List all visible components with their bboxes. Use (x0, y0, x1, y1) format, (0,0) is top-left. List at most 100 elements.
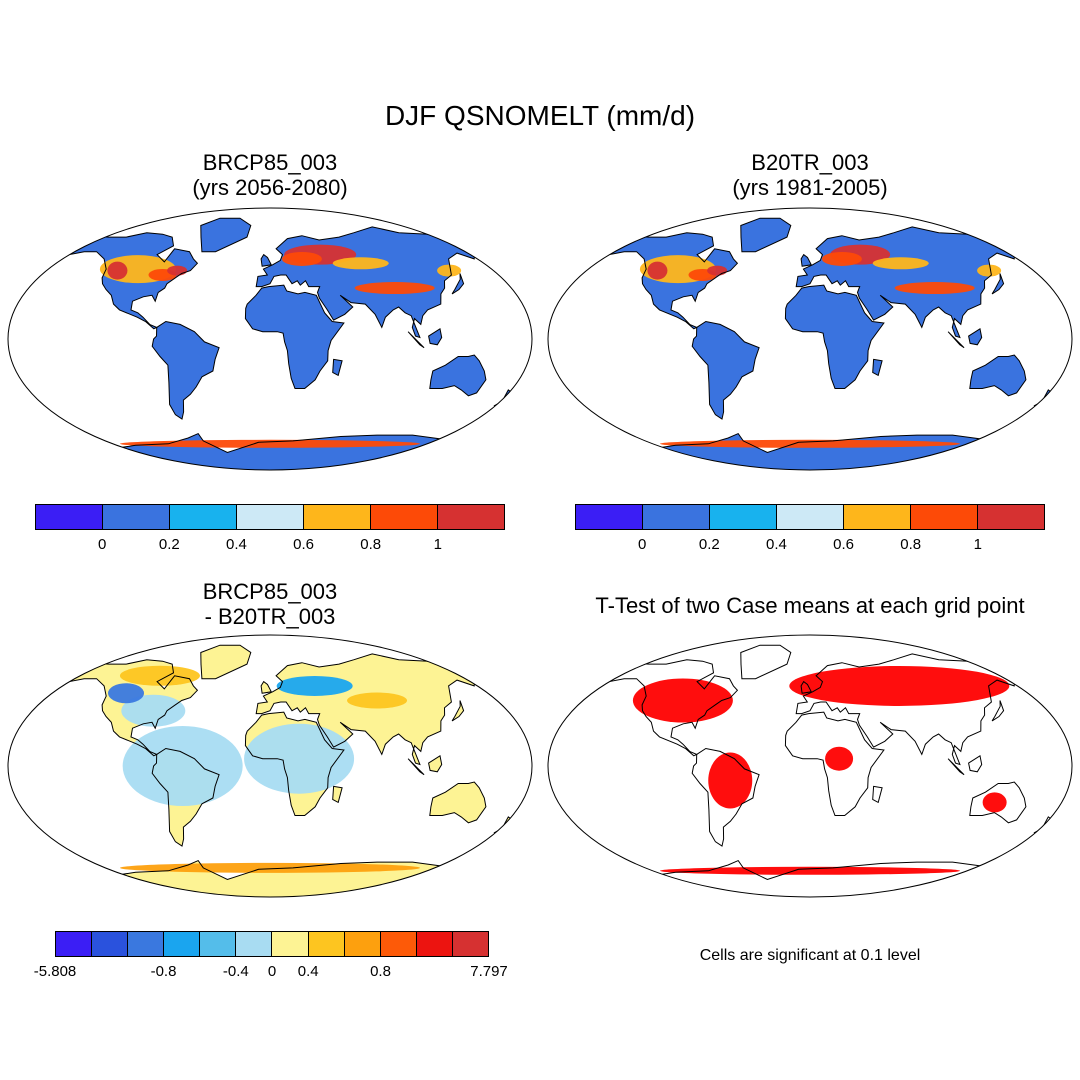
colorbar-swatch (643, 505, 710, 529)
colorbar-swatch (710, 505, 777, 529)
coastline-greenland (200, 644, 252, 680)
snowmelt-tibet (894, 282, 975, 295)
coastline-sa (151, 320, 220, 420)
diff-neg-south-america (122, 726, 243, 806)
coastline-sa (691, 747, 760, 847)
colorbar-tick-label: 0 (267, 963, 277, 980)
colorbar-swatch (371, 505, 438, 529)
landmass-greenland (200, 645, 251, 679)
colorbar-tick-label: 0.8 (360, 536, 382, 553)
map-border (547, 207, 1073, 471)
colorbar-tick-label: 0.8 (900, 536, 922, 553)
snowmelt-amur (977, 264, 1002, 277)
snowmelt-antarctic-coast (120, 439, 420, 448)
map-panel-1 (7, 207, 533, 471)
coastline-uk (800, 680, 813, 694)
colorbar-swatch (777, 505, 844, 529)
landmass-borneo (968, 328, 982, 345)
diff-pos-canada (119, 665, 200, 686)
colorbar-tick-label: 0.6 (293, 536, 314, 553)
landmass-sa (152, 321, 220, 420)
colorbar-swatch (92, 932, 129, 956)
colorbar-swatch (200, 932, 237, 956)
coastline-sumatra (407, 331, 425, 349)
snowmelt-kazakh (332, 257, 389, 270)
colorbar-swatch (272, 932, 309, 956)
coastline-africa (244, 284, 345, 389)
colorbar-swatch (911, 505, 978, 529)
landmass-madagascar (332, 359, 343, 376)
colorbar-tick-label: 1 (433, 536, 443, 553)
coastline-australia (429, 781, 487, 824)
map-border (547, 634, 1073, 898)
coastline-japan (991, 700, 1005, 722)
colorbar-swatch (170, 505, 237, 529)
panel2-title-line2: (yrs 1981-2005) (732, 175, 888, 200)
coastline-na (67, 659, 199, 757)
coastline-borneo (968, 327, 983, 346)
colorbar-swatch (844, 505, 911, 529)
panel1-title-line1: BRCP85_003 (202, 150, 338, 175)
colorbar-swatch (452, 932, 488, 956)
landmass-japan (452, 273, 464, 294)
significance-note: Cells are significant at 0.1 level (699, 947, 921, 964)
diff-pos-antarctic (120, 862, 420, 873)
snowmelt-antarctic-coast (660, 439, 960, 448)
coastline-sa (151, 747, 220, 847)
coastline-africa (784, 711, 885, 816)
colorbar-swatch (576, 505, 643, 529)
landmass-australia (429, 782, 486, 823)
coastline-australia (969, 781, 1027, 824)
colorbar-tick-label: 0 (637, 536, 647, 553)
map-panel-3 (7, 634, 533, 898)
colorbar-tick-label: -5.808 (33, 963, 77, 980)
snowmelt-kazakh (872, 257, 929, 270)
coastline-eurasia (795, 653, 1026, 766)
colorbar-swatch (380, 932, 417, 956)
landmass-africa (785, 285, 884, 389)
map-panel-4 (547, 634, 1073, 898)
landmass-japan (452, 700, 464, 721)
coastline-madagascar (332, 785, 343, 804)
landmass-greenland (740, 218, 791, 252)
coastline-australia (969, 354, 1027, 397)
colorbar-tick-label: 0.4 (765, 536, 787, 553)
coastline-africa (244, 711, 345, 816)
coastline-uk (260, 680, 273, 694)
coastline-greenland (740, 644, 792, 680)
map-border (7, 634, 533, 898)
colorbar-swatch (978, 505, 1044, 529)
coastline-africa (784, 284, 885, 389)
panel2-title: B20TR_003 (yrs 1981-2005) (660, 150, 960, 200)
map-panel-2 (547, 207, 1073, 471)
snowmelt-new-england (167, 265, 188, 276)
landmass-sa (692, 321, 760, 420)
sig-africa (825, 746, 854, 771)
coastline-borneo (428, 327, 443, 346)
colorbar-tick-label: 0.4 (225, 536, 247, 553)
landmass-australia (969, 355, 1026, 396)
landmass-borneo (969, 756, 982, 772)
coastline-borneo (428, 754, 443, 773)
coastline-japan (451, 700, 465, 722)
colorbar-tick-label: 1 (973, 536, 983, 553)
colorbar-swatch (237, 505, 304, 529)
colorbar-swatch (308, 932, 345, 956)
colorbar-tick-label: 0 (97, 536, 107, 553)
landmass-madagascar (872, 359, 883, 376)
coastline-sumatra (407, 758, 425, 776)
coastline-sumatra (947, 331, 965, 349)
coastline-na (67, 232, 199, 330)
landmass-madagascar (332, 786, 343, 803)
panel1-title: BRCP85_003 (yrs 2056-2080) (120, 150, 420, 200)
coastline-japan (451, 273, 465, 295)
coastline-madagascar (332, 358, 343, 377)
diff-pos-central-asia (347, 692, 408, 709)
sig-north-america (632, 678, 733, 723)
panel4-title-line1: T-Test of two Case means at each grid po… (595, 593, 1025, 618)
colorbar-swatch (103, 505, 170, 529)
map-border (7, 207, 533, 471)
landmass-uk (261, 254, 272, 267)
landmass-borneo (428, 328, 442, 345)
colorbar-swatch (56, 932, 93, 956)
